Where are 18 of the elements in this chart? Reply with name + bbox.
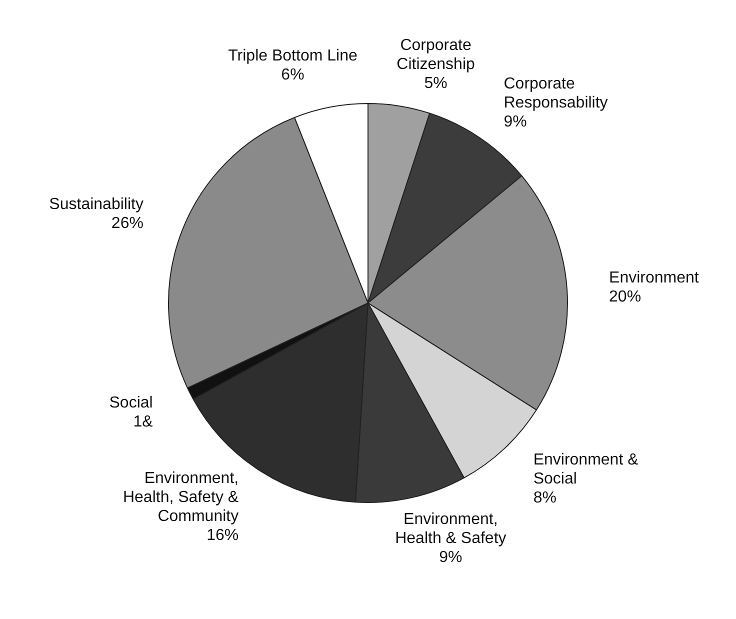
data-label: 6% bbox=[281, 66, 304, 84]
slice-label: Corporate Citizenship bbox=[396, 36, 476, 73]
slice-label: Environment, Health & Safety bbox=[395, 511, 506, 548]
slice-label: Environment bbox=[609, 270, 700, 287]
slice-label: Social bbox=[109, 394, 153, 412]
data-label: 9% bbox=[504, 114, 527, 131]
slice-label: Corporate Responsability bbox=[504, 76, 608, 112]
data-label: 16% bbox=[206, 526, 239, 544]
slice-label: Environment & Social bbox=[533, 451, 639, 488]
data-label: 5% bbox=[424, 74, 448, 92]
slice-label: Sustainability bbox=[49, 196, 144, 214]
data-label: 9% bbox=[439, 549, 462, 566]
slice-label: Environment, Health, Safety & Community bbox=[122, 470, 239, 525]
data-label: 20% bbox=[609, 288, 642, 306]
data-label: 26% bbox=[111, 215, 144, 232]
slice-label: Triple Bottom Line bbox=[228, 48, 358, 65]
data-label: 8% bbox=[533, 489, 556, 506]
data-label: 1& bbox=[133, 414, 154, 431]
